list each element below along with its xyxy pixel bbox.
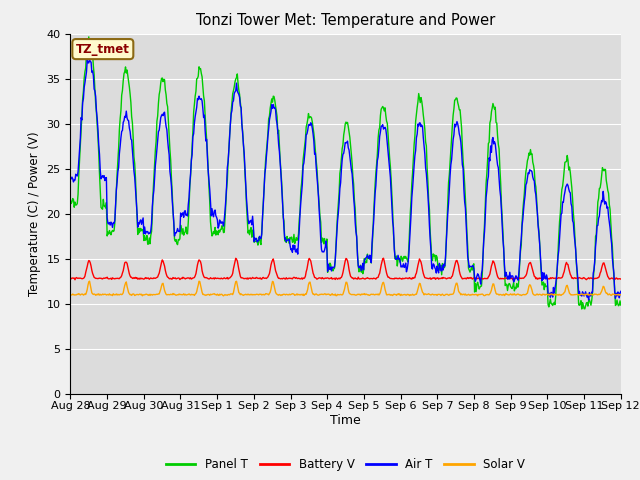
Battery V xyxy=(77,275,84,281)
Battery V xyxy=(413,266,421,272)
Line: Solar V: Solar V xyxy=(70,281,621,296)
Line: Panel T: Panel T xyxy=(70,37,621,309)
Air T xyxy=(86,56,93,62)
Panel T xyxy=(429,251,437,257)
Air T xyxy=(77,135,84,141)
Solar V xyxy=(67,292,74,298)
Panel T xyxy=(67,197,74,203)
Panel T xyxy=(134,232,141,238)
Air T xyxy=(429,261,437,267)
Solar V xyxy=(86,278,93,284)
Solar V xyxy=(430,292,438,298)
Air T xyxy=(585,297,593,303)
Solar V xyxy=(414,286,422,292)
Air T xyxy=(190,131,198,137)
Battery V xyxy=(380,255,387,261)
Solar V xyxy=(219,292,227,298)
Text: TZ_tmet: TZ_tmet xyxy=(76,43,130,56)
Battery V xyxy=(617,276,625,282)
Panel T xyxy=(85,34,93,40)
Legend: Panel T, Battery V, Air T, Solar V: Panel T, Battery V, Air T, Solar V xyxy=(161,454,530,476)
Battery V xyxy=(133,275,141,281)
Panel T xyxy=(77,143,84,148)
X-axis label: Time: Time xyxy=(330,414,361,427)
Solar V xyxy=(220,293,227,299)
Battery V xyxy=(218,276,226,281)
Panel T xyxy=(413,104,421,110)
Battery V xyxy=(189,275,196,281)
Battery V xyxy=(509,277,516,283)
Y-axis label: Temperature (C) / Power (V): Temperature (C) / Power (V) xyxy=(28,132,41,296)
Battery V xyxy=(67,276,74,281)
Air T xyxy=(134,224,141,230)
Panel T xyxy=(190,109,198,115)
Battery V xyxy=(429,275,437,281)
Panel T xyxy=(578,306,586,312)
Air T xyxy=(413,131,421,137)
Solar V xyxy=(617,292,625,298)
Panel T xyxy=(617,302,625,308)
Panel T xyxy=(219,225,227,231)
Air T xyxy=(617,288,625,294)
Title: Tonzi Tower Met: Temperature and Power: Tonzi Tower Met: Temperature and Power xyxy=(196,13,495,28)
Solar V xyxy=(190,292,198,298)
Line: Battery V: Battery V xyxy=(70,258,621,280)
Line: Air T: Air T xyxy=(70,59,621,300)
Air T xyxy=(67,176,74,181)
Air T xyxy=(219,220,227,226)
Solar V xyxy=(77,292,84,298)
Solar V xyxy=(134,292,141,298)
